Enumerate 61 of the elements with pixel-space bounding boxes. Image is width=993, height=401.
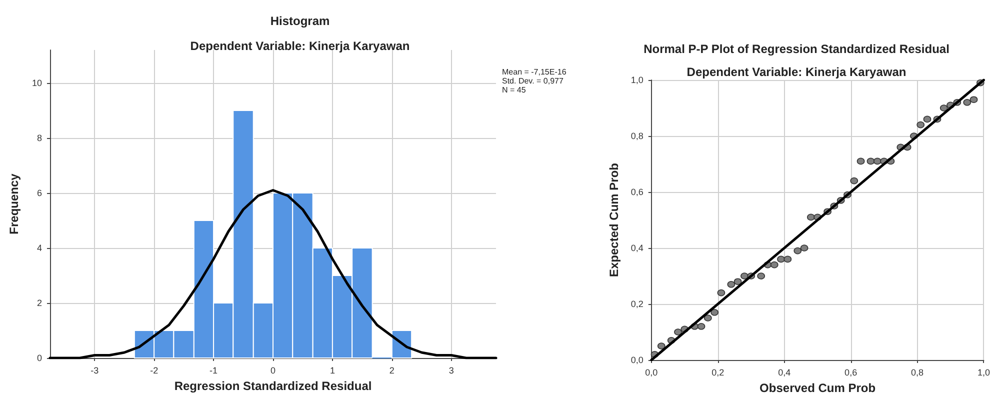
text: Std. Dev. = 0,977 bbox=[502, 76, 564, 86]
point bbox=[770, 261, 778, 268]
point bbox=[717, 289, 726, 296]
chart-subtitle: Dependent Variable: Kinerja Karyawan bbox=[190, 39, 410, 53]
x-tick-label: 0,2 bbox=[712, 368, 724, 378]
x-axis-title: Observed Cum Prob bbox=[760, 381, 876, 395]
point bbox=[710, 309, 718, 316]
point bbox=[657, 342, 666, 350]
x-tick-label: 0,0 bbox=[645, 368, 658, 378]
point bbox=[923, 116, 932, 123]
x-axis-title: Regression Standardized Residual bbox=[174, 379, 372, 393]
point bbox=[940, 104, 948, 112]
x-tick-label: 3 bbox=[448, 366, 454, 376]
point bbox=[697, 323, 706, 330]
x-tick-label: -2 bbox=[150, 366, 158, 376]
text: Mean = -7,15E-16 bbox=[502, 68, 567, 76]
x-tick-label: 0 bbox=[270, 366, 276, 376]
chart-subtitle: Dependent Variable: Kinerja Karyawan bbox=[686, 65, 906, 79]
point bbox=[704, 314, 712, 322]
text: N = 45 bbox=[502, 86, 526, 94]
y-tick-label: 0,0 bbox=[630, 355, 644, 365]
y-tick-label: 8 bbox=[36, 133, 42, 143]
point bbox=[794, 247, 802, 254]
y-tick-label: 6 bbox=[36, 188, 42, 198]
y-tick-label: 2 bbox=[36, 298, 42, 308]
y-tick-label: 10 bbox=[32, 78, 42, 88]
point bbox=[807, 214, 815, 221]
x-tick-label: 0,8 bbox=[911, 368, 924, 378]
point bbox=[777, 256, 785, 263]
point bbox=[916, 121, 924, 128]
y-axis-title: Expected Cum Prob bbox=[607, 162, 621, 278]
x-tick-label: 1 bbox=[330, 366, 335, 376]
point bbox=[850, 177, 858, 184]
y-tick-label: 0,6 bbox=[630, 187, 644, 197]
point bbox=[856, 158, 865, 165]
point bbox=[674, 328, 682, 336]
y-tick-label: 1,0 bbox=[630, 75, 644, 85]
y-tick-label: 0 bbox=[36, 353, 42, 363]
point bbox=[866, 158, 875, 165]
y-tick-label: 4 bbox=[36, 243, 42, 253]
y-axis-title: Frequency bbox=[7, 173, 21, 234]
x-tick-label: 0,6 bbox=[844, 368, 858, 378]
x-tick-label: -3 bbox=[90, 366, 99, 376]
chart-title: Histogram bbox=[270, 14, 330, 28]
point bbox=[970, 96, 978, 103]
y-tick-label: 0,8 bbox=[630, 131, 644, 141]
point bbox=[963, 99, 972, 106]
point bbox=[727, 281, 736, 288]
point bbox=[874, 158, 882, 165]
chart-title: Normal P-P Plot of Regression Standardized Residual bbox=[644, 42, 950, 56]
y-tick-label: 0,2 bbox=[630, 299, 644, 309]
point bbox=[740, 272, 748, 280]
x-tick-label: 1,0 bbox=[977, 368, 990, 378]
point bbox=[734, 278, 742, 285]
point bbox=[800, 244, 808, 252]
point bbox=[784, 256, 792, 263]
point bbox=[757, 272, 765, 280]
x-tick-label: 2 bbox=[389, 366, 394, 376]
x-tick-label: -1 bbox=[210, 366, 218, 376]
y-tick-label: 0,4 bbox=[630, 243, 644, 253]
x-tick-label: 0,4 bbox=[778, 368, 791, 378]
